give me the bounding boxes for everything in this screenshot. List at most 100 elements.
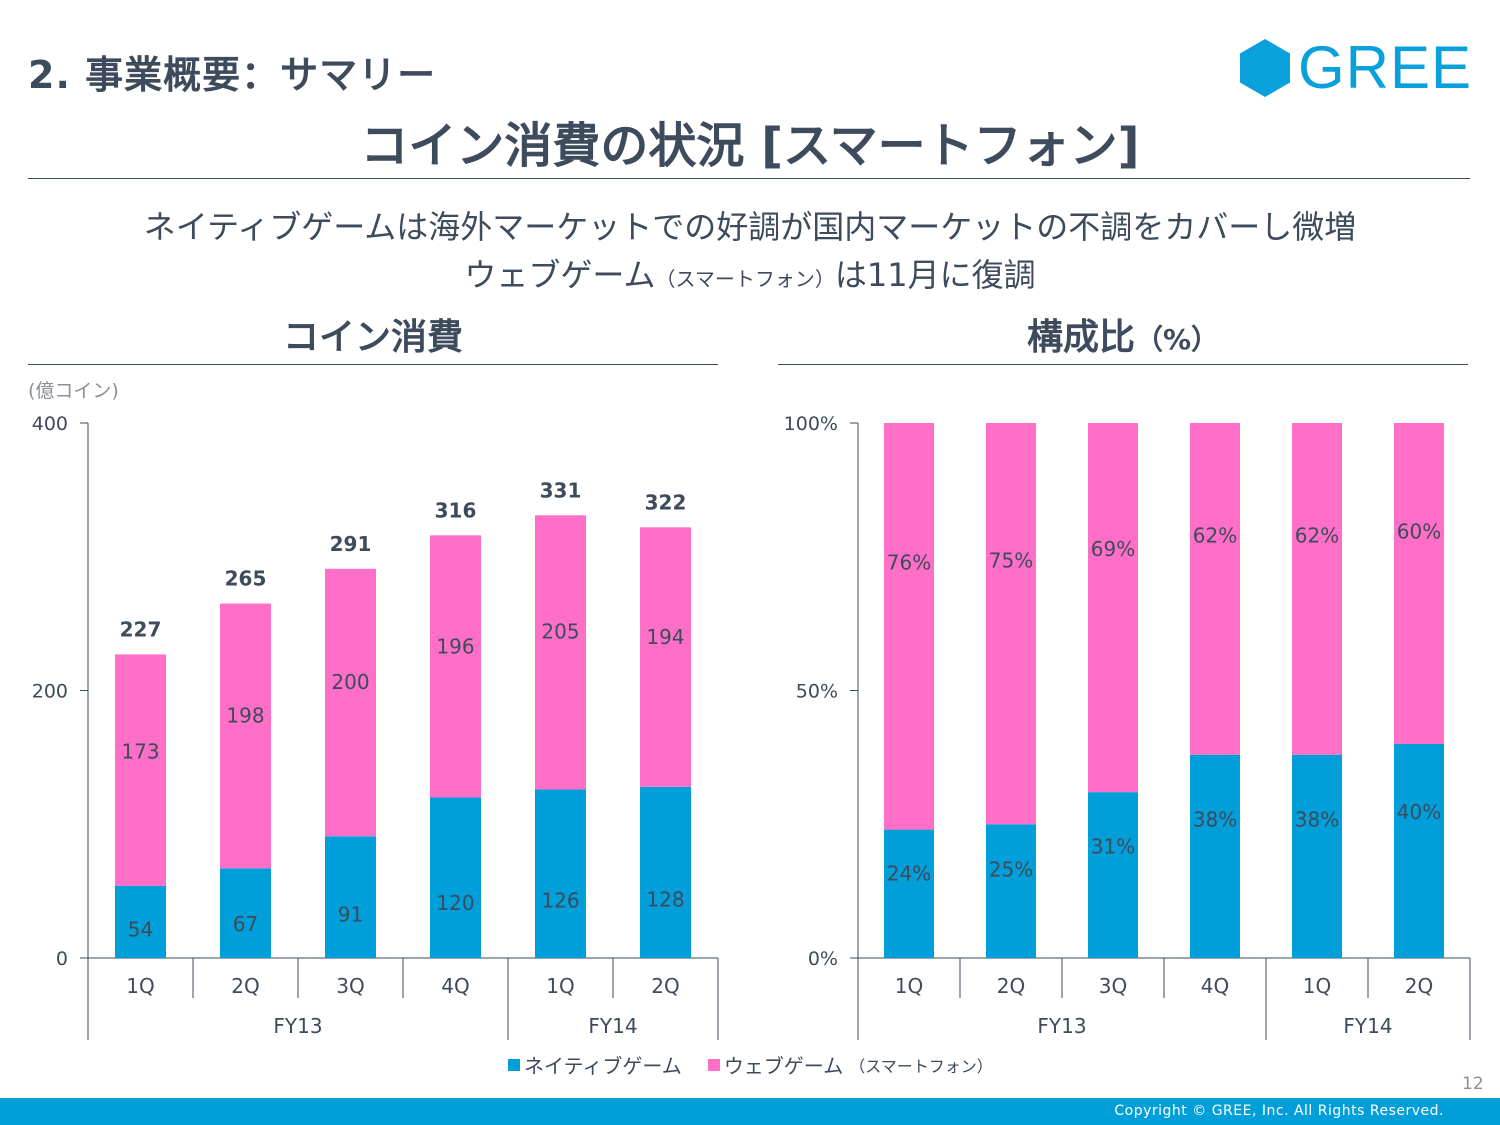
charts-canvas: 0 200 400 54 173 227 1Q 67 198 265 2Q 91 200 291 3Q 120… <box>32 413 1471 1040</box>
coin-total-label: 291 <box>330 532 372 556</box>
coin-y-tick-label: 400 <box>32 413 68 435</box>
subtitle-text-2a: ウェブゲーム <box>464 256 656 294</box>
share-category-label: 4Q <box>1201 974 1229 998</box>
coin-data-label-native: 54 <box>128 917 153 941</box>
coin-category-label: 4Q <box>441 974 469 998</box>
coin-bar-web <box>430 535 481 798</box>
share-category-label: 1Q <box>1303 974 1331 998</box>
coin-data-label-native: 91 <box>338 902 363 926</box>
logo-text: GREE <box>1298 34 1473 101</box>
share-data-label-native: 25% <box>989 858 1033 882</box>
chart-heading-divider-right <box>778 364 1468 365</box>
coin-bar-web <box>220 603 271 869</box>
coin-total-label: 265 <box>225 567 267 591</box>
share-data-label-web: 62% <box>1295 523 1339 547</box>
share-bar-web <box>986 423 1036 825</box>
coin-total-label: 227 <box>120 617 162 641</box>
share-data-label-web: 62% <box>1193 523 1237 547</box>
coin-bar-native <box>325 836 376 958</box>
coin-category-label: 1Q <box>126 974 154 998</box>
coin-bar-web <box>325 568 376 837</box>
page-title: コイン消費の状況 [スマートフォン] <box>360 118 1140 174</box>
coin-data-label-web: 200 <box>331 670 369 694</box>
chart-heading-composition: 構成比（%） <box>778 308 1468 360</box>
share-bar-native <box>1394 744 1444 958</box>
coin-bar-web <box>115 654 166 886</box>
share-data-label-native: 40% <box>1397 800 1441 824</box>
coin-bar-native <box>220 868 271 958</box>
share-data-label-native: 31% <box>1091 835 1135 859</box>
coin-data-label-native: 120 <box>436 891 474 915</box>
legend-label-native: ネイティブゲーム <box>524 1054 682 1078</box>
subtitle-line-1: ネイティブゲームは海外マーケットでの好調が国内マーケットの不調をカバーし微増 <box>0 202 1500 248</box>
subtitle-text-2b: は11月に復調 <box>834 256 1036 294</box>
share-data-label-native: 24% <box>887 862 931 886</box>
share-category-label: 3Q <box>1099 974 1127 998</box>
share-category-label: 1Q <box>895 974 923 998</box>
page-number: 12 <box>1462 1074 1484 1094</box>
legend: ネイティブゲーム ウェブゲーム （スマートフォン） <box>508 1050 1019 1079</box>
coin-total-label: 322 <box>645 490 687 514</box>
share-bar-native <box>986 824 1036 958</box>
coin-data-label-web: 196 <box>436 634 474 658</box>
chart-heading-composition-text: 構成比 <box>1026 317 1135 358</box>
share-category-label: 2Q <box>997 974 1025 998</box>
subtitle-text-1: ネイティブゲームは海外マーケットでの好調が国内マーケットの不調をカバーし微増 <box>143 208 1357 246</box>
coin-bar-web <box>535 515 586 790</box>
gree-logo: GREE <box>1240 38 1472 98</box>
coin-y-tick-label: 200 <box>32 681 68 703</box>
share-bar-native <box>1292 754 1342 958</box>
coin-y-tick-label: 0 <box>56 948 68 970</box>
unit-label: (億コイン) <box>28 380 119 402</box>
coin-category-label: 3Q <box>336 974 364 998</box>
section-title: 2. 事業概要：サマリー <box>28 53 437 97</box>
coin-total-label: 331 <box>540 478 582 502</box>
share-bar-web <box>884 423 934 830</box>
copyright: Copyright © GREE, Inc. All Rights Reserv… <box>1114 1103 1444 1119</box>
coin-group-label: FY13 <box>273 1014 322 1038</box>
coin-data-label-web: 205 <box>541 620 579 644</box>
coin-data-label-native: 128 <box>646 888 684 912</box>
share-data-label-web: 75% <box>989 548 1033 572</box>
share-y-tick-label: 100% <box>784 413 838 435</box>
share-data-label-native: 38% <box>1295 808 1339 832</box>
share-y-tick-label: 50% <box>796 681 838 703</box>
coin-bar-native <box>115 885 166 958</box>
share-bar-web <box>1292 423 1342 755</box>
subtitle-line-2: ウェブゲーム（スマートフォン）は11月に復調 <box>0 250 1500 296</box>
coin-bar-native <box>640 786 691 958</box>
footer-bar: Copyright © GREE, Inc. All Rights Reserv… <box>0 1098 1500 1125</box>
legend-item-native: ネイティブゲーム <box>508 1050 682 1079</box>
coin-category-label: 2Q <box>651 974 679 998</box>
chart-heading-coin-consumption: コイン消費 <box>28 308 718 360</box>
coin-group-label: FY14 <box>588 1014 637 1038</box>
legend-item-web: ウェブゲーム （スマートフォン） <box>707 1050 993 1079</box>
legend-label-web: ウェブゲーム <box>723 1054 844 1078</box>
legend-label-web-small: （スマートフォン） <box>849 1056 993 1076</box>
coin-category-label: 2Q <box>231 974 259 998</box>
coin-bar-web <box>640 527 691 787</box>
coin-bar-native <box>430 797 481 958</box>
hexagon-logo-icon <box>1240 39 1290 97</box>
coin-total-label: 316 <box>435 498 477 522</box>
title-divider <box>28 178 1470 179</box>
coin-data-label-web: 194 <box>646 625 684 649</box>
share-data-label-native: 38% <box>1193 808 1237 832</box>
coin-category-label: 1Q <box>546 974 574 998</box>
share-data-label-web: 69% <box>1091 537 1135 561</box>
legend-swatch-native <box>508 1058 520 1071</box>
share-y-tick-label: 0% <box>808 948 838 970</box>
legend-swatch-web <box>707 1058 720 1071</box>
coin-data-label-web: 173 <box>121 740 159 764</box>
share-data-label-web: 76% <box>887 550 931 574</box>
share-bar-web <box>1088 423 1138 793</box>
chart-heading-divider-left <box>28 364 718 365</box>
share-group-label: FY14 <box>1343 1014 1392 1038</box>
coin-bar-native <box>535 789 586 958</box>
share-group-label: FY13 <box>1037 1014 1086 1038</box>
coin-data-label-web: 198 <box>226 704 264 728</box>
chart-heading-composition-suffix: （%） <box>1134 323 1220 356</box>
share-bar-web <box>1394 423 1444 744</box>
share-category-label: 2Q <box>1405 974 1433 998</box>
chart-heading-coin-consumption-text: コイン消費 <box>282 317 463 358</box>
